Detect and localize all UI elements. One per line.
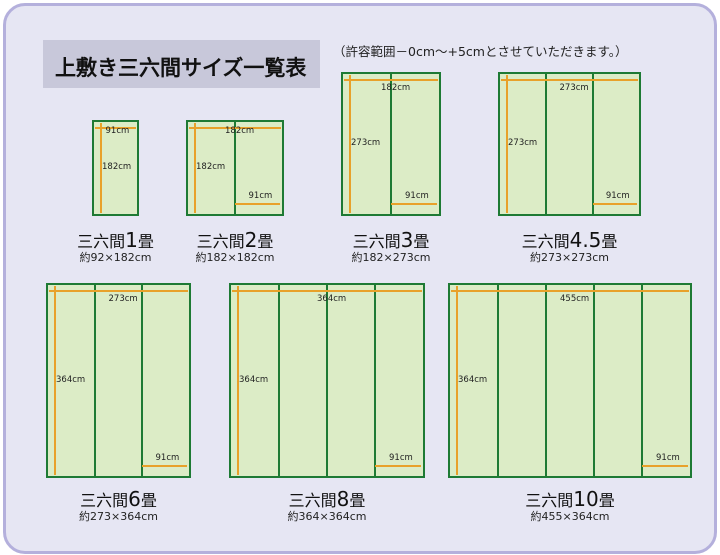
panel-dimension-line [391, 203, 437, 205]
width-dimension-line [344, 79, 438, 81]
size-name-count: 10 [573, 487, 599, 511]
panel-dimension-line [142, 465, 187, 467]
size-name-count: 6 [128, 487, 141, 511]
width-label: 182cm [225, 126, 255, 136]
panel-divider [545, 74, 548, 214]
height-label: 273cm [508, 138, 538, 148]
height-dimension-line [194, 123, 196, 213]
height-label: 182cm [196, 162, 226, 172]
size-dimensions: 約273×273cm [530, 251, 609, 264]
height-dimension-line [100, 123, 102, 213]
panel-divider [141, 285, 143, 476]
width-label: 182cm [381, 83, 411, 93]
height-dimension-line [349, 75, 351, 213]
size-name: 三六間10畳 [525, 487, 614, 511]
size-dimensions: 約182×182cm [195, 251, 275, 264]
size-name: 三六間8畳 [289, 487, 366, 511]
width-label: 455cm [560, 294, 590, 304]
width-label: 91cm [105, 126, 130, 136]
panel-width-label: 91cm [389, 453, 413, 463]
tatami-mat [92, 120, 139, 216]
panel-width-label: 91cm [605, 191, 630, 201]
size-name-prefix: 三六間 [77, 232, 126, 251]
width-dimension-line [49, 290, 188, 292]
size-name-count: 8 [336, 487, 350, 511]
size-name-prefix: 三六間 [288, 491, 337, 510]
width-dimension-line [95, 127, 136, 129]
size-dimensions: 約92×182cm [79, 251, 152, 264]
height-label: 364cm [239, 374, 269, 385]
size-name-prefix: 三六間 [525, 491, 574, 510]
height-label: 364cm [458, 374, 488, 385]
tatami-mat [229, 283, 425, 478]
width-label: 364cm [317, 294, 347, 304]
size-name-prefix: 三六間 [521, 232, 570, 251]
panel-divider [326, 285, 328, 476]
height-dimension-line [456, 286, 458, 475]
panel-divider [234, 122, 236, 214]
size-name-prefix: 三六間 [196, 232, 245, 251]
page-title: 上敷き三六間サイズ一覧表 [55, 56, 307, 80]
size-name: 三六間3畳 [353, 228, 430, 252]
size-name-suffix: 畳 [413, 232, 430, 251]
size-name-count: 2 [244, 228, 258, 252]
height-dimension-line [54, 286, 56, 475]
size-dimensions: 約182×273cm [351, 251, 431, 264]
size-name-suffix: 畳 [257, 232, 274, 251]
width-label: 273cm [108, 294, 138, 304]
panel-divider [545, 285, 547, 476]
tatami-mat [186, 120, 284, 216]
panel-dimension-line [375, 465, 421, 467]
tatami-mat [46, 283, 191, 478]
tolerance-note: （許容範囲－0cm～+5cmとさせていただきます。） [333, 44, 628, 59]
size-name: 三六間6畳 [80, 487, 157, 511]
height-label: 273cm [351, 138, 381, 148]
size-name: 三六間2畳 [197, 228, 274, 252]
height-dimension-line [506, 75, 508, 213]
panel-width-label: 91cm [656, 453, 680, 463]
size-name-suffix: 畳 [598, 491, 615, 510]
width-label: 273cm [559, 83, 589, 93]
panel-divider [94, 285, 96, 476]
size-dimensions: 約364×364cm [287, 510, 367, 523]
tatami-mat [341, 72, 441, 216]
panel-divider [641, 285, 643, 476]
panel-divider [374, 285, 376, 476]
panel-divider [591, 74, 594, 214]
size-name-count: 3 [400, 228, 414, 252]
panel-dimension-line [592, 203, 637, 205]
panel-width-label: 91cm [248, 191, 273, 201]
height-dimension-line [237, 286, 239, 475]
size-name-suffix: 畳 [137, 232, 154, 251]
size-name: 三六間4.5畳 [522, 228, 618, 252]
size-dimensions: 約455×364cm [530, 510, 610, 523]
size-name-prefix: 三六間 [352, 232, 401, 251]
tatami-mat [498, 72, 641, 216]
size-name-count: 4.5 [569, 228, 602, 252]
panel-divider [278, 285, 280, 476]
size-name-suffix: 畳 [140, 491, 157, 510]
panel-dimension-line [642, 465, 688, 467]
size-name-suffix: 畳 [601, 232, 618, 251]
size-name: 三六間1畳 [77, 228, 154, 252]
title-box [43, 40, 320, 88]
panel-dimension-line [235, 203, 280, 205]
size-name-count: 1 [125, 228, 138, 252]
width-dimension-line [232, 290, 422, 292]
panel-width-label: 91cm [155, 453, 180, 463]
height-label: 364cm [56, 374, 86, 385]
width-dimension-line [189, 127, 281, 129]
panel-divider [593, 285, 595, 476]
panel-divider [497, 285, 499, 476]
size-dimensions: 約273×364cm [79, 510, 158, 523]
size-name-prefix: 三六間 [80, 491, 129, 510]
width-dimension-line [501, 79, 638, 81]
width-dimension-line [451, 290, 689, 292]
panel-width-label: 91cm [405, 191, 429, 201]
size-name-suffix: 畳 [349, 491, 366, 510]
panel-divider [390, 74, 392, 214]
height-label: 182cm [102, 162, 132, 172]
tatami-mat [448, 283, 692, 478]
